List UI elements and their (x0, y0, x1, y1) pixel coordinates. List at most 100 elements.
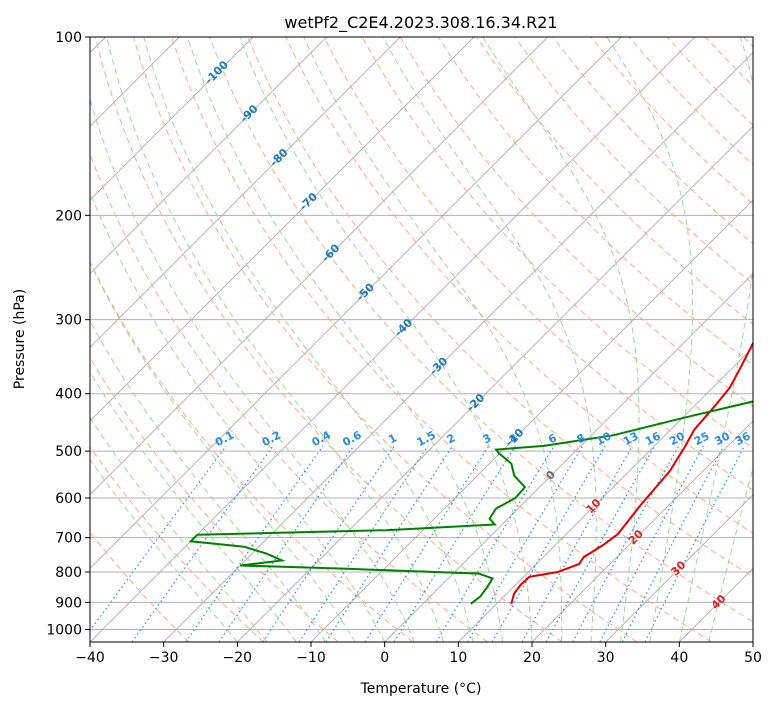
x-tick-label: −10 (296, 650, 326, 666)
isotherm-line (90, 37, 327, 275)
mixing-ratio-label: 20 (667, 429, 687, 448)
temperature-line (510, 341, 753, 605)
mixing-ratio-line (521, 445, 634, 642)
isotherm-label: -50 (354, 280, 377, 303)
isotherm-line (90, 37, 622, 569)
moist-adiabat-line (606, 37, 694, 642)
x-tick-label: −20 (223, 650, 253, 666)
isotherm-line (90, 37, 254, 201)
y-tick-label: 1000 (46, 622, 82, 638)
dry-adiabat-line (590, 37, 753, 205)
mixing-ratio-line (218, 445, 355, 642)
isotherm-label: 40 (709, 592, 729, 612)
dry-adiabat-line (476, 37, 753, 325)
y-tick-label: 700 (55, 531, 82, 547)
moist-adiabat-line (106, 37, 445, 642)
y-tick-label: 300 (55, 313, 82, 329)
dry-adiabat-line (323, 37, 753, 491)
dry-adiabat-line (94, 37, 563, 642)
profile-lines (188, 341, 753, 605)
y-tick-label: 600 (55, 491, 82, 507)
y-tick-label: 400 (55, 387, 82, 403)
moist-adiabat-line (90, 97, 415, 642)
isotherm-labels: 0.1 0.2 0.4 0.6 1 1.5 2 3 4 6 8 10 13 16 20 25 30 36-100-… (202, 58, 753, 612)
moist-adiabat-line (303, 37, 563, 642)
mixing-ratio-line (325, 445, 454, 642)
moist-adiabat-line (708, 465, 753, 642)
mixing-ratio-line (466, 445, 584, 642)
x-axis: −40 −30 −20 −10 0 10 20 30 40 50 (75, 642, 762, 666)
mixing-ratio-line (185, 445, 324, 642)
mixing-ratio-line (572, 445, 680, 642)
mixing-ratio-line (644, 445, 746, 642)
mixing-ratio-line (599, 445, 704, 642)
x-axis-label: Temperature (°C) (360, 681, 482, 697)
dry-adiabat-line (514, 37, 753, 285)
mixing-ratio-line (131, 445, 274, 642)
dry-adiabat-line (666, 37, 753, 126)
mixing-ratio-label: 0.1 (213, 428, 236, 449)
moist-adiabat-line (678, 37, 753, 642)
dry-adiabat-line (90, 446, 264, 642)
isotherm-label: -30 (427, 354, 450, 377)
mixing-ratio-line (545, 445, 656, 642)
x-tick-label: 50 (744, 650, 762, 666)
isotherm-label: -80 (267, 146, 290, 169)
isotherm-line (384, 273, 753, 642)
moist-adiabat-line (90, 320, 327, 642)
x-tick-label: 20 (523, 650, 541, 666)
y-axis-label: Pressure (hPa) (12, 289, 28, 389)
isotherm-label: 20 (626, 527, 646, 547)
isotherm-line (605, 494, 753, 642)
isotherm-label: -90 (237, 102, 260, 125)
isotherm-line (90, 37, 696, 642)
y-tick-label: 800 (55, 565, 82, 581)
isotherm-label: -70 (297, 190, 320, 213)
x-tick-label: −40 (75, 650, 105, 666)
mixing-ratio-label: 13 (621, 429, 641, 448)
mixing-ratio-label: 0.2 (260, 428, 283, 449)
y-tick-label: 200 (55, 208, 82, 224)
mixing-ratio-label: 2 (445, 431, 458, 446)
mixing-ratio-label: 36 (733, 429, 753, 448)
moist-adiabat-line (90, 261, 356, 642)
x-tick-label: 30 (597, 650, 615, 666)
mixing-ratio-label: 16 (643, 429, 663, 448)
dry-adiabat-line (171, 37, 712, 642)
mixing-ratio-label: 30 (712, 429, 732, 448)
mixing-ratio-line (298, 445, 429, 642)
dry-adiabat-line (704, 37, 753, 87)
dry-adiabat-line (90, 152, 488, 642)
dry-adiabat-line (90, 531, 190, 642)
mixing-ratio-line (491, 445, 606, 642)
mixing-ratio-label: 10 (594, 429, 614, 448)
x-tick-label: 10 (449, 650, 467, 666)
dry-adiabat-line (90, 260, 414, 642)
moist-adiabat-line (143, 37, 474, 642)
isotherm-label: -10 (503, 426, 526, 449)
isotherm-line (531, 420, 753, 642)
dry-adiabat-line (209, 37, 753, 623)
isotherm-line (679, 567, 753, 642)
moist-adiabat-line (90, 370, 297, 642)
mixing-ratio-label: 25 (692, 429, 712, 448)
moist-adiabat-line (187, 37, 503, 642)
dry-adiabat-line (552, 37, 753, 245)
y-axis: 100 200 300 400 500 600 700 800 900 1000 (46, 30, 90, 638)
dry-adiabat-line (247, 37, 753, 578)
moist-adiabat-line (482, 37, 640, 642)
isotherm-label: 0 (543, 468, 558, 483)
isotherm-label: -20 (464, 391, 487, 414)
plot-frame (89, 36, 754, 643)
y-tick-label: 100 (55, 30, 82, 46)
isotherm-label: 10 (584, 496, 604, 516)
y-tick-label: 900 (55, 595, 82, 611)
isotherm-label: -100 (202, 58, 231, 87)
isotherm-label: 30 (669, 558, 689, 578)
chart-title: wetPf2_C2E4.2023.308.16.34.R21 (284, 13, 557, 33)
x-tick-label: 40 (670, 650, 688, 666)
isotherm-line (90, 37, 475, 422)
mixing-ratio-line (90, 445, 227, 632)
mixing-ratio-label: 0.6 (340, 428, 364, 449)
